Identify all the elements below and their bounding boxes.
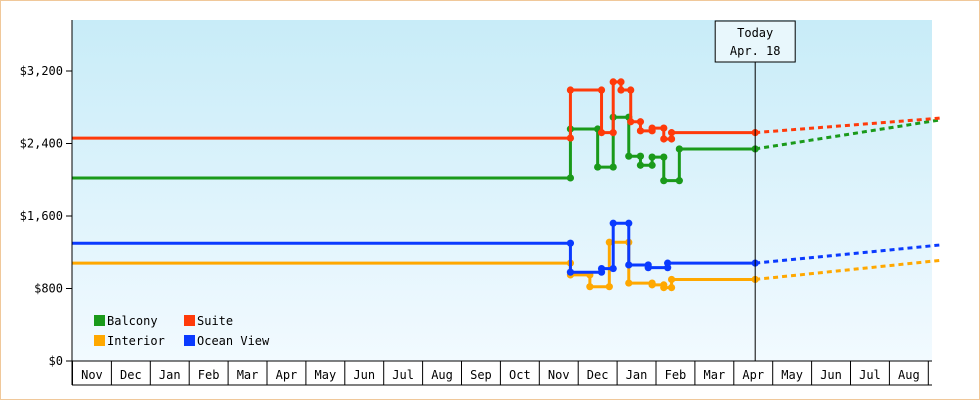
data-point-balcony [648,153,656,161]
y-tick-label: $1,600 [20,209,63,223]
data-point-suite [609,129,617,137]
data-point-balcony [636,152,645,160]
today-label: Today [737,26,773,40]
x-tick-label: Dec [587,368,609,382]
x-tick-label: Jul [392,368,414,382]
data-point-suite [627,86,635,94]
data-point-interior [648,281,656,289]
data-point-balcony [660,153,668,161]
data-point-ocean-view [625,219,633,227]
data-point-suite [597,129,606,137]
y-tick-label: $800 [34,282,63,296]
x-tick-label: Apr [742,368,764,382]
x-tick-label: May [315,368,337,382]
series-forecast-balcony [754,118,941,151]
x-tick-label: Mar [237,368,259,382]
legend-label-ocean-view: Ocean View [197,334,270,348]
x-tick-label: May [781,368,803,382]
x-tick-label: Jun [353,368,375,382]
x-tick-label: Aug [898,368,920,382]
data-point-interior [605,283,613,291]
x-tick-label: Jun [820,368,842,382]
data-point-suite [636,127,645,135]
data-point-suite [660,135,668,143]
legend-label-suite: Suite [197,314,233,328]
data-point-interior [625,279,633,287]
data-point-suite [660,124,668,132]
data-point-suite [667,129,676,137]
data-point-balcony [675,177,683,185]
plot-background [72,20,932,361]
data-point-suite [617,86,625,94]
data-point-balcony [609,163,617,171]
today-date-label: Apr. 18 [730,44,781,58]
legend-swatch-suite [184,315,195,326]
x-tick-label: Jan [159,368,181,382]
x-tick-label: Feb [665,368,687,382]
data-point-ocean-view [609,219,617,227]
data-point-suite [627,118,635,126]
x-tick-label: Sep [470,368,492,382]
x-tick-label: Dec [120,368,142,382]
data-point-interior [667,275,676,284]
legend-swatch-ocean-view [184,335,195,346]
data-point-balcony [675,145,683,153]
data-point-balcony [660,177,668,185]
data-point-balcony [648,161,656,169]
data-point-suite [566,86,575,94]
x-tick-label: Mar [704,368,726,382]
series-forecast-suite [755,116,941,135]
x-tick-label: Jan [626,368,648,382]
x-tick-label: Feb [198,368,220,382]
today-box [714,20,796,63]
x-tick-label: Jul [859,368,881,382]
data-point-balcony [625,152,633,160]
legend-label-interior: Interior [107,334,165,348]
data-point-ocean-view [566,239,575,247]
data-point-interior [586,283,594,291]
y-tick-label: $3,200 [20,64,63,78]
x-tick-label: Aug [431,368,453,382]
data-point-balcony [594,163,602,171]
x-tick-label: Oct [509,368,531,382]
data-point-suite [609,78,617,86]
x-tick-label: Apr [276,368,298,382]
data-point-suite [667,135,676,143]
data-point-ocean-view [644,264,652,272]
data-point-suite [566,134,575,142]
x-tick-label: Nov [81,368,103,382]
series-forecast-interior [755,258,941,281]
data-point-balcony [636,161,645,169]
data-point-ocean-view [609,264,617,273]
data-point-balcony [566,174,575,182]
data-point-suite [648,124,656,132]
data-point-ocean-view [625,261,633,269]
x-tick-label: Nov [548,368,570,382]
data-point-interior [667,283,676,292]
data-point-suite [597,86,606,94]
y-tick-label: $0 [49,354,63,368]
legend-label-balcony: Balcony [107,314,158,328]
data-point-interior [660,283,668,292]
data-point-interior [605,238,613,246]
legend-swatch-interior [94,335,105,346]
y-tick-label: $2,400 [20,137,63,151]
series-forecast-ocean-view [755,243,941,265]
data-point-ocean-view [566,268,575,276]
data-point-ocean-view [664,259,672,267]
data-point-suite [636,118,645,126]
legend-swatch-balcony [94,315,105,326]
data-point-suite [617,78,625,86]
data-point-ocean-view [597,264,606,273]
